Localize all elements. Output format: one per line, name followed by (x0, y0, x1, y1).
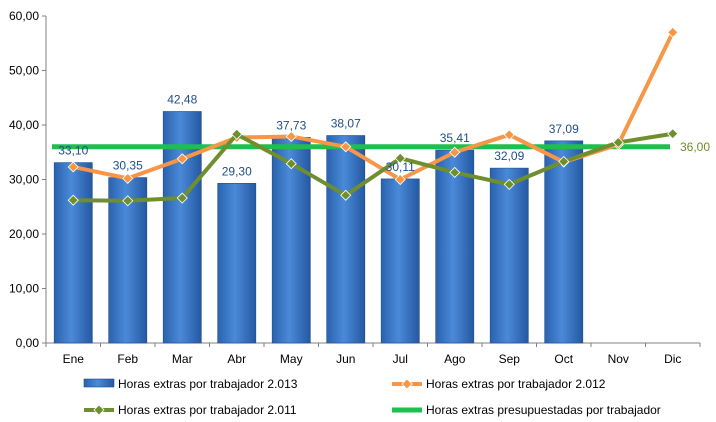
bar-data-label: 42,48 (167, 92, 197, 106)
marker-2011 (67, 194, 79, 206)
marker-2012 (176, 153, 188, 165)
marker-2012 (122, 172, 134, 184)
x-tick-label: Ene (63, 352, 85, 366)
budget-line-label: 36,00 (680, 140, 710, 154)
line-series (52, 26, 679, 207)
x-tick-label: Jul (393, 352, 408, 366)
y-tick-label: 50,00 (9, 64, 39, 78)
bar (326, 135, 366, 344)
marker-2011 (122, 195, 134, 207)
bar (53, 162, 93, 344)
marker-2011 (394, 152, 406, 164)
legend: Horas extras por trabajador 2.013 Horas e… (83, 377, 661, 417)
legend-label: Horas extras por trabajador 2.011 (118, 403, 297, 417)
x-tick-label: Oct (554, 352, 573, 366)
y-tick-label: 60,00 (9, 9, 39, 23)
marker-2012 (340, 141, 352, 153)
line-2011 (73, 131, 674, 203)
y-tick-label: 40,00 (9, 118, 39, 132)
marker-2011 (340, 189, 352, 201)
y-tick-label: 10,00 (9, 282, 39, 296)
marker-2012 (67, 161, 79, 173)
bar-data-label: 30,35 (113, 159, 143, 173)
marker-2011 (449, 166, 461, 178)
x-tick-label: Abr (227, 352, 246, 366)
x-tick-label: Ago (444, 352, 466, 366)
bar-data-label: 37,73 (276, 118, 306, 132)
marker-2011 (176, 192, 188, 204)
bar-data-label: 33,10 (58, 144, 88, 158)
marker-2012 (503, 129, 515, 141)
legend-label: Horas extras por trabajador 2.013 (118, 377, 298, 391)
bar-data-label: 38,07 (331, 117, 361, 131)
legend-label: Horas extras presupuestadas por trabajad… (426, 403, 661, 417)
axes: 0,00 10,00 20,00 30,00 40,00 50,00 60,00 Ene Feb… (9, 9, 701, 366)
y-tick-label: 30,00 (9, 173, 39, 187)
bar-data-label: 32,09 (494, 149, 524, 163)
x-tick-label: Sep (499, 352, 521, 366)
legend-swatch-marker (93, 404, 105, 416)
x-tick-label: Feb (117, 352, 138, 366)
marker-2011 (558, 155, 570, 168)
bar-data-label: 30,11 (386, 160, 415, 174)
data-labels: 33,10 30,35 42,48 29,30 37,73 38,07 30,11 35,41… (58, 92, 710, 178)
marker-2012 (285, 130, 297, 143)
bar-data-label: 29,30 (222, 164, 252, 178)
marker-2011 (612, 136, 624, 149)
legend-label: Horas extras por trabajador 2.012 (426, 377, 606, 391)
bar-series (53, 111, 584, 344)
x-tick-label: Jun (336, 352, 355, 366)
bar (380, 178, 420, 344)
x-tick-label: Nov (608, 352, 629, 366)
marker-2012 (667, 26, 679, 38)
marker-2011 (231, 128, 243, 140)
bar (162, 111, 202, 344)
legend-swatch-bar (83, 378, 115, 388)
x-tick-label: May (280, 352, 303, 366)
bar (544, 140, 584, 344)
bar (489, 167, 529, 344)
bar (435, 149, 475, 344)
bar (217, 183, 257, 344)
marker-2012 (449, 146, 461, 158)
x-tick-label: Mar (172, 352, 193, 366)
legend-swatch-marker (401, 378, 413, 390)
y-tick-label: 0,00 (16, 336, 40, 350)
y-tick-label: 20,00 (9, 227, 39, 241)
marker-2011 (667, 128, 679, 140)
marker-2011 (503, 178, 515, 190)
bar-data-label: 37,09 (549, 122, 579, 136)
bar-data-label: 35,41 (440, 131, 470, 145)
marker-2011 (285, 158, 297, 170)
x-tick-label: Dic (664, 352, 681, 366)
marker-2012 (394, 173, 406, 186)
